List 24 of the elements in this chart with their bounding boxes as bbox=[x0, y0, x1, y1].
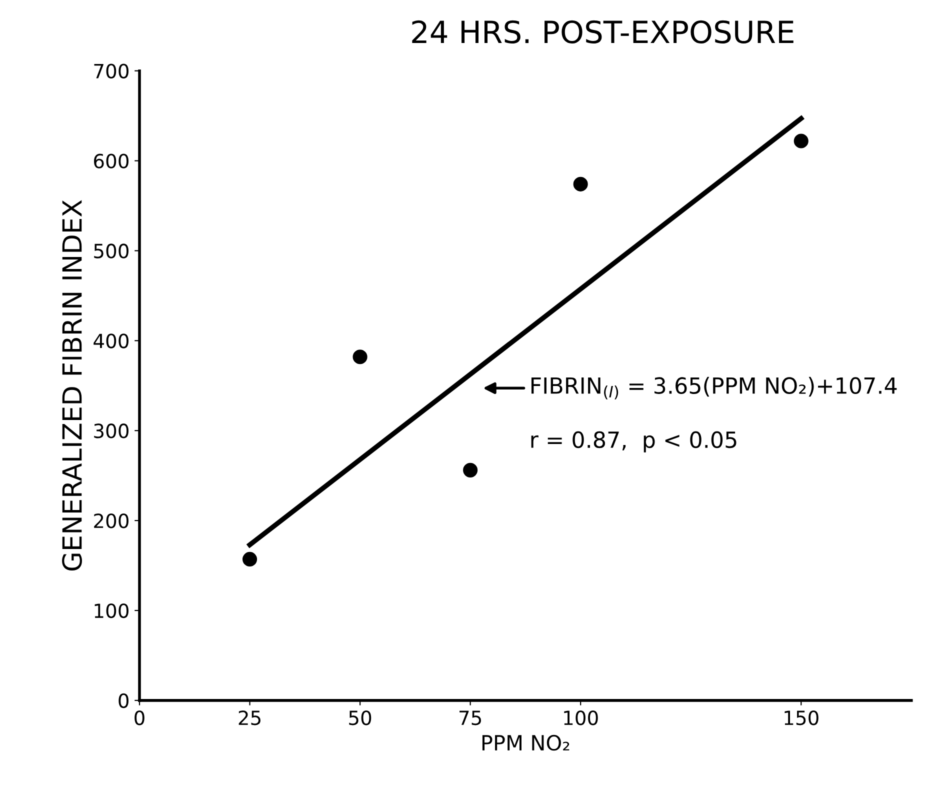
point bbox=[463, 462, 478, 478]
y-tick-label: 0 bbox=[118, 693, 128, 708]
y-tick-label: 500 bbox=[94, 244, 128, 258]
y-tick-label: 400 bbox=[94, 334, 128, 348]
x-axis-title: PPM NO₂ bbox=[482, 734, 570, 751]
y-tick-label: 300 bbox=[94, 424, 128, 438]
annotation: r = 0.87, p < 0.05 bbox=[531, 431, 736, 452]
x-tick-label: 150 bbox=[784, 710, 818, 726]
chart-title: 24 HRS. POST-EXPOSURE bbox=[412, 20, 794, 44]
x-tick-label: 0 bbox=[134, 710, 144, 726]
x-tick-label: 50 bbox=[349, 710, 372, 726]
y-tick-label: 600 bbox=[94, 154, 128, 168]
y-tick-label: 700 bbox=[94, 64, 128, 78]
x-tick-label: 100 bbox=[564, 710, 598, 726]
y-axis-title: GENERALIZED FIBRIN INDEX bbox=[62, 200, 82, 571]
point bbox=[573, 176, 588, 192]
annotation: FIBRIN$_{(I)}$ = 3.65(PPM NO₂)+107.4 bbox=[531, 376, 897, 400]
x-tick-label: 25 bbox=[238, 710, 260, 726]
point bbox=[242, 552, 258, 567]
y-tick-label: 100 bbox=[94, 603, 128, 618]
point bbox=[794, 134, 808, 148]
x-tick-label: 75 bbox=[460, 710, 481, 726]
y-tick-label: 200 bbox=[94, 514, 128, 528]
point bbox=[352, 350, 368, 364]
